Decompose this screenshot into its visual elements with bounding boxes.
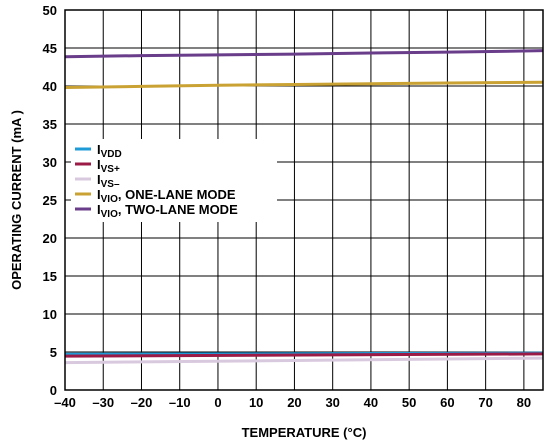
y-tick-label: 40 xyxy=(43,79,57,94)
y-tick-label: 35 xyxy=(43,117,57,132)
x-tick-label: 20 xyxy=(287,395,301,410)
legend-background xyxy=(71,139,277,222)
y-axis-label: OPERATING CURRENT (mA ) xyxy=(9,110,24,290)
x-tick-label: 50 xyxy=(402,395,416,410)
legend-entry: IVS– xyxy=(97,172,120,190)
y-tick-labels: 0 5 10 15 20 25 30 35 40 45 50 xyxy=(43,3,57,398)
series-layer xyxy=(64,49,544,365)
y-tick-label: 10 xyxy=(43,307,57,322)
x-tick-label: –10 xyxy=(169,395,191,410)
y-tick-label: 0 xyxy=(50,383,57,398)
series-line-5 xyxy=(64,49,544,59)
x-tick-labels: –40 –30 –20 –10 0 10 20 30 40 50 60 70 80 xyxy=(54,395,531,410)
y-tick-label: 5 xyxy=(50,345,57,360)
x-tick-label: 0 xyxy=(214,395,221,410)
x-tick-label: 10 xyxy=(249,395,263,410)
y-tick-label: 15 xyxy=(43,269,57,284)
y-tick-label: 45 xyxy=(43,41,57,56)
x-tick-label: –20 xyxy=(131,395,153,410)
y-tick-label: 20 xyxy=(43,231,57,246)
x-tick-label: 70 xyxy=(478,395,492,410)
legend-entry: IVIO, TWO-LANE MODE xyxy=(97,202,238,220)
legend-entry: IVDD xyxy=(97,142,122,160)
series-line-3 xyxy=(64,356,544,365)
series-line-4 xyxy=(64,80,544,90)
x-tick-label: –30 xyxy=(92,395,114,410)
x-tick-label: –40 xyxy=(54,395,76,410)
y-tick-label: 50 xyxy=(43,3,57,18)
x-tick-label: 80 xyxy=(517,395,531,410)
x-tick-label: 30 xyxy=(325,395,339,410)
plot-frame xyxy=(64,9,544,391)
x-tick-label: 40 xyxy=(364,395,378,410)
series-line-2 xyxy=(64,352,544,358)
x-tick-label: 60 xyxy=(440,395,454,410)
legend-entry: IVIO, ONE-LANE MODE xyxy=(97,187,236,205)
y-tick-label: 30 xyxy=(43,155,57,170)
y-tick-label: 25 xyxy=(43,193,57,208)
x-axis-label: TEMPERATURE (°C) xyxy=(242,425,367,440)
legend-entry: IVS+ xyxy=(97,157,120,175)
